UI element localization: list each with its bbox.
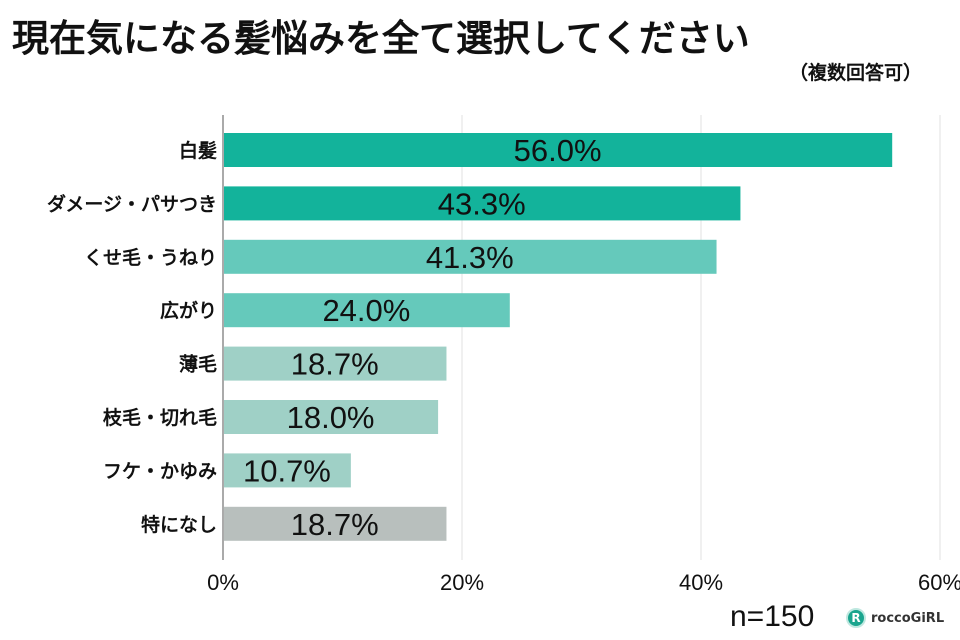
bar <box>223 400 439 434</box>
bar <box>223 506 447 541</box>
bar <box>223 133 893 167</box>
x-tick-label: 60% <box>918 570 960 595</box>
category-label: 広がり <box>160 299 217 322</box>
data-label: 18.0% <box>287 400 375 435</box>
x-tick-label: 40% <box>679 570 723 595</box>
data-label: 43.3% <box>438 186 526 221</box>
category-label: 薄毛 <box>179 354 217 376</box>
data-label: 41.3% <box>426 240 514 275</box>
bar <box>223 186 741 221</box>
data-label: 24.0% <box>322 293 410 328</box>
logo-text: roccoGiRL <box>871 610 945 626</box>
data-label: 18.7% <box>291 347 379 382</box>
category-label: フケ・かゆみ <box>103 460 217 482</box>
bar <box>223 239 717 274</box>
category-label: ダメージ・パサつき <box>47 192 217 215</box>
x-tick-label: 0% <box>207 570 239 595</box>
category-label: 白髪 <box>179 139 217 162</box>
category-label: くせ毛・うねり <box>84 247 217 269</box>
chart-subtitle: （複数回答可） <box>788 62 922 84</box>
bar <box>223 453 351 488</box>
sample-size-label: n=150 <box>730 600 815 633</box>
category-label: 特になし <box>141 514 217 536</box>
bar <box>223 346 447 381</box>
chart-title: 現在気になる髪悩みを全て選択してください <box>12 17 750 60</box>
x-tick-label: 20% <box>440 570 484 595</box>
logo: R roccoGiRL <box>846 608 944 628</box>
category-label: 枝毛・切れ毛 <box>103 406 217 429</box>
logo-icon: R <box>846 608 866 628</box>
data-label: 10.7% <box>243 453 331 488</box>
bar <box>223 293 510 328</box>
data-label: 18.7% <box>291 507 379 542</box>
data-label: 56.0% <box>514 133 602 168</box>
